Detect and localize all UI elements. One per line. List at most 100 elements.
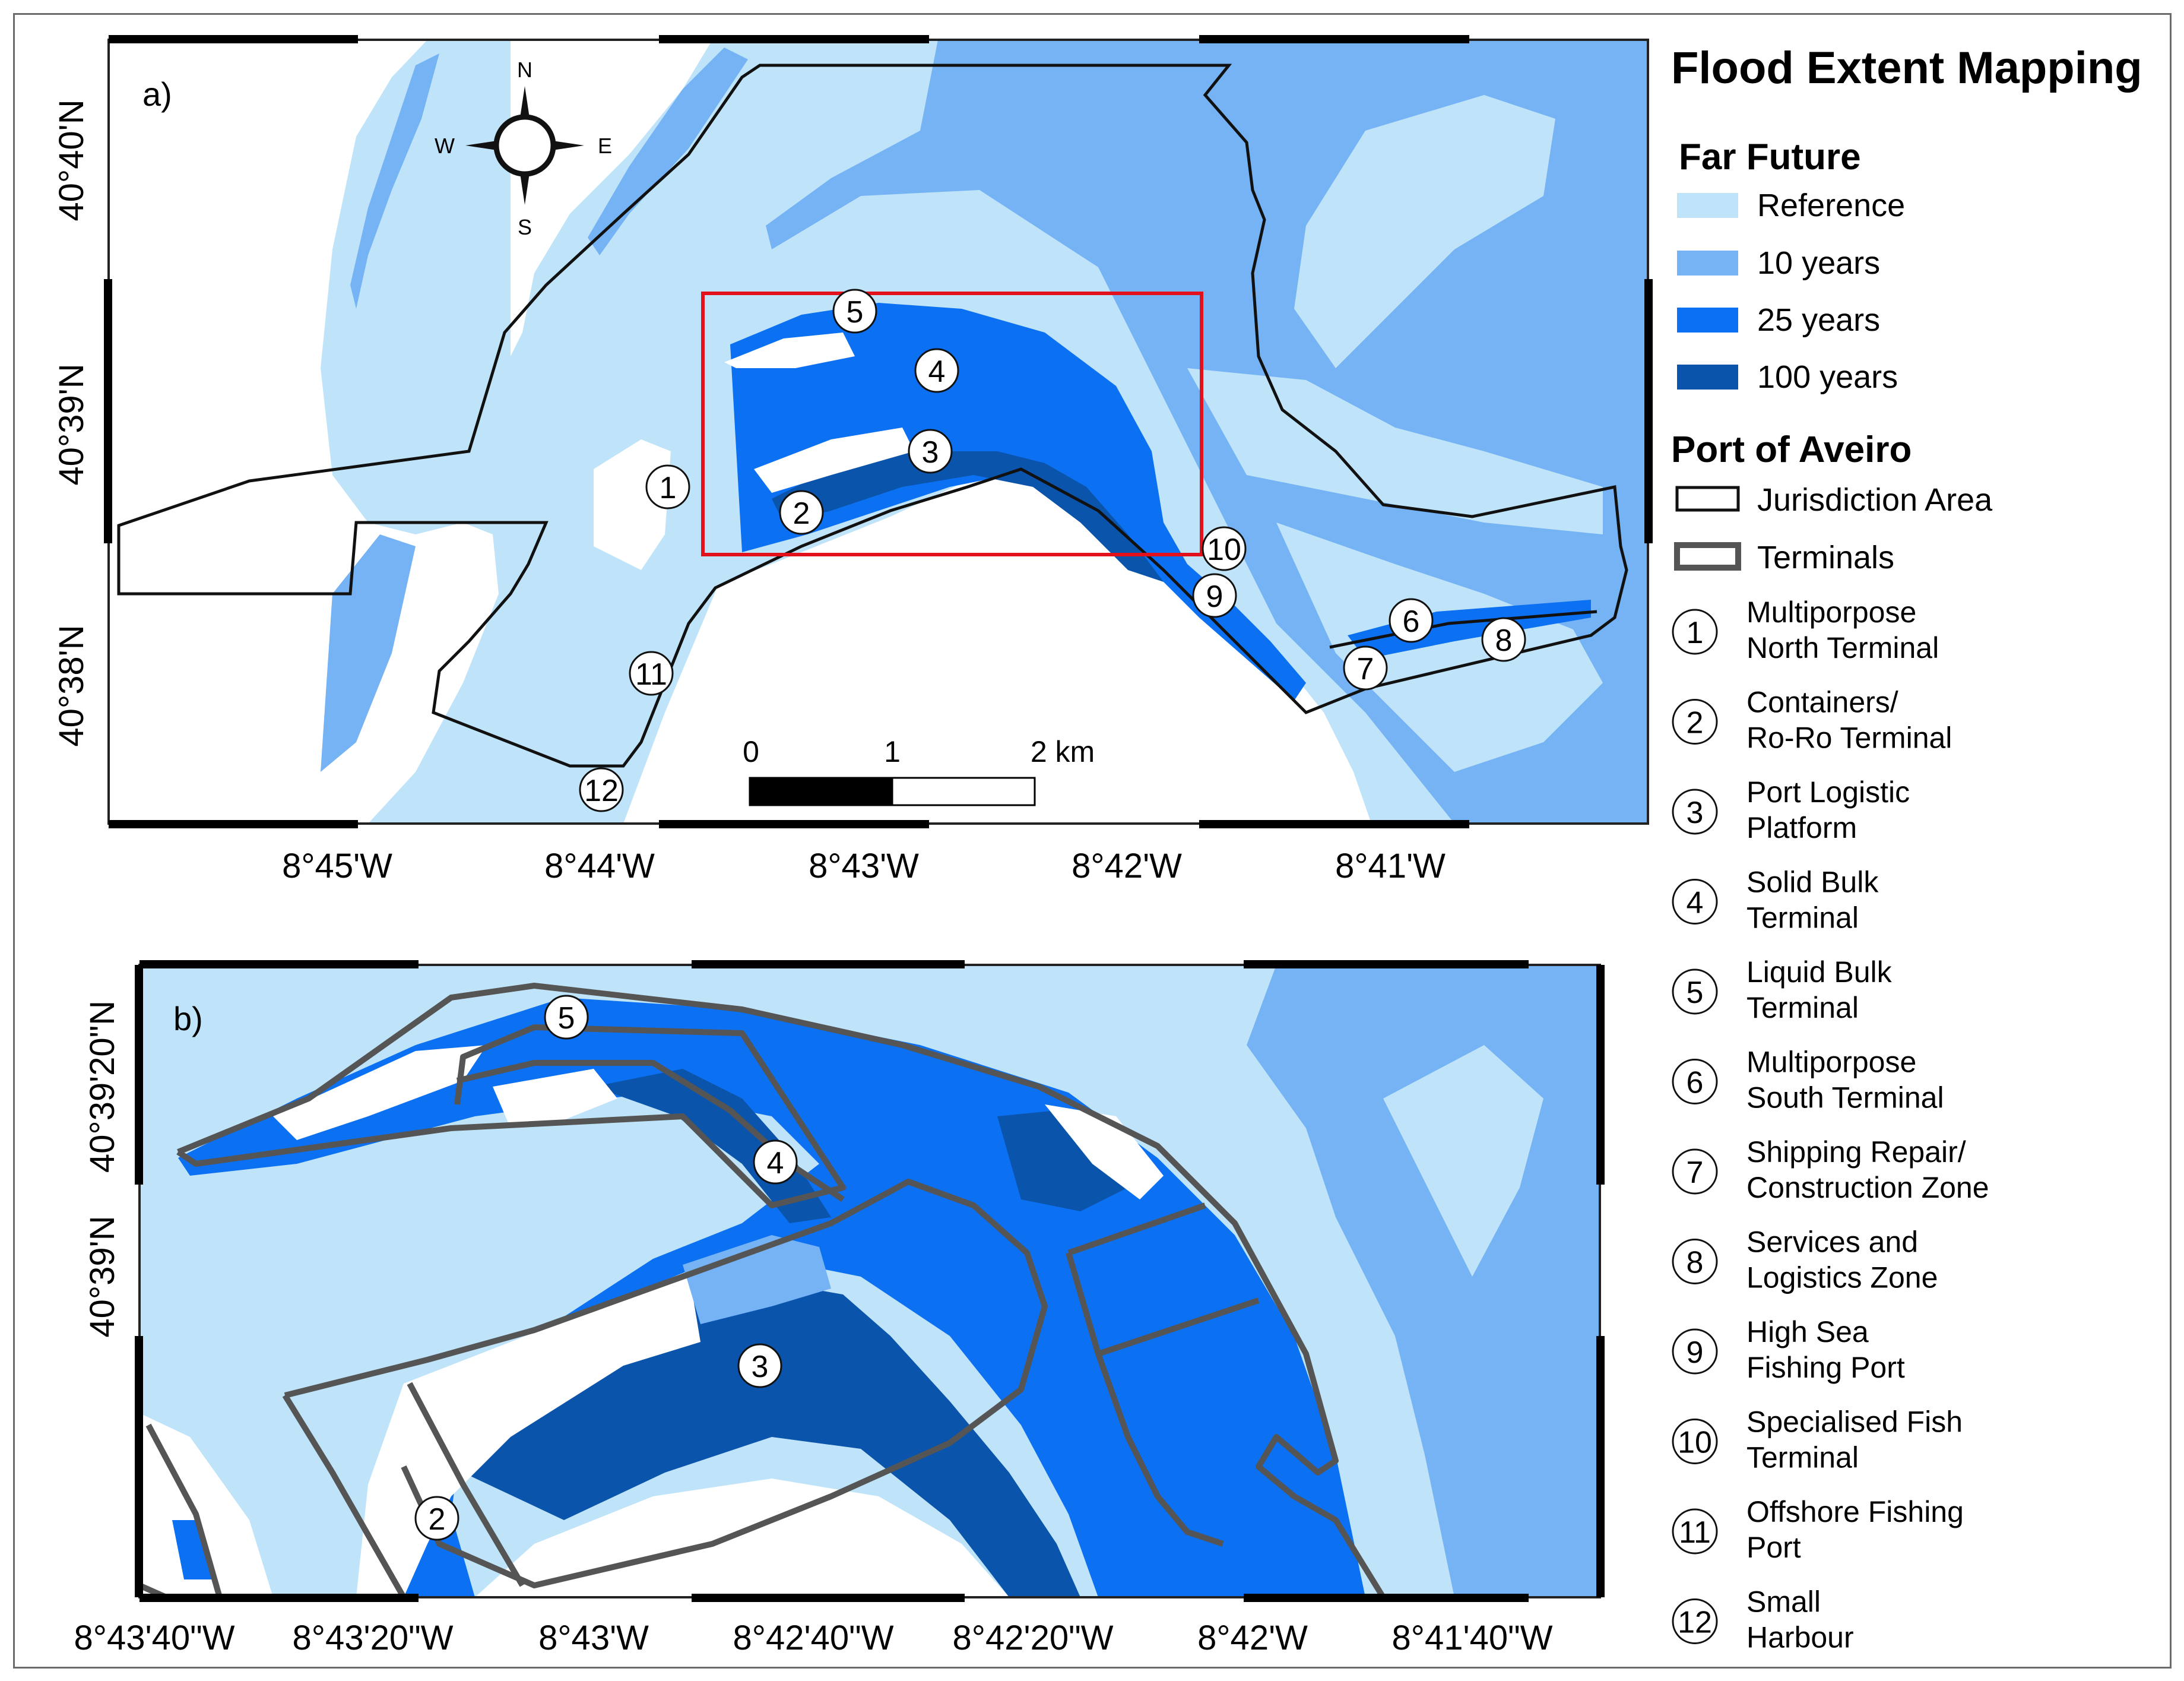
- terminal-number: 1: [1687, 616, 1704, 650]
- terminal-number: 6: [1687, 1066, 1704, 1100]
- panel-a-map: a) N S E W 0 1 2 km 1 2 3 4 5: [52, 35, 1653, 885]
- terminal-number: 10: [1678, 1426, 1712, 1460]
- svg-text:1: 1: [660, 471, 677, 505]
- lon-label-8-41: 8°41'W: [1335, 847, 1446, 885]
- panel-b-north-100yr: [594, 1069, 831, 1223]
- marker-9: 9: [1192, 573, 1237, 618]
- east-reference-patches-2: [1187, 368, 1603, 534]
- terminal-label-line2: North Terminal: [1746, 631, 1939, 664]
- lon-label-8-42-20: 8°42'20"W: [953, 1619, 1114, 1657]
- northern-land: [511, 40, 712, 356]
- terminal-label-line1: Specialised Fish: [1746, 1405, 1963, 1439]
- lon-label-8-43: 8°43'W: [809, 847, 919, 885]
- panel-a-markers: 1 2 3 4 5 6 7 8 9 10 11 12: [579, 289, 1526, 812]
- figure-frame: [13, 13, 2172, 1669]
- panel-b-land-north: [273, 1045, 487, 1140]
- legend-terminal-2: 2 Containers/Ro-Ro Terminal: [1672, 686, 1952, 755]
- terminal-number: 7: [1687, 1156, 1704, 1190]
- marker-10: 10: [1202, 526, 1247, 571]
- terminal-label-line2: Logistics Zone: [1746, 1261, 1938, 1294]
- legend-port-title: Port of Aveiro: [1671, 429, 1912, 470]
- panel-b-land-t3: [356, 1271, 700, 1597]
- svg-text:11: 11: [635, 657, 667, 692]
- terminal-label-line2: Terminal: [1746, 901, 1859, 935]
- southeast-jurisdiction: [1329, 610, 1597, 649]
- terminal-number: 2: [1687, 706, 1704, 740]
- svg-text:10: 10: [1207, 533, 1241, 567]
- terminal-label-line1: Services and: [1746, 1226, 1918, 1259]
- terminal-label-line1: High Sea: [1746, 1315, 1869, 1348]
- terminal-number-badge: [1672, 609, 1718, 655]
- scale-tick-0: 0: [743, 735, 759, 768]
- svg-text:Reference: Reference: [1757, 188, 1905, 223]
- marker-3: 3: [908, 429, 953, 474]
- north-arrow-icon: N S E W: [435, 58, 612, 239]
- port-flood-25yr: [730, 303, 1306, 701]
- lon-label-8-42-40: 8°42'40"W: [733, 1619, 894, 1657]
- legend-item-terminals: Terminals: [1674, 540, 1894, 575]
- lon-label-8-43-b: 8°43'W: [538, 1619, 649, 1657]
- legend-terminal-7: 7 Shipping Repair/Construction Zone: [1672, 1135, 1989, 1204]
- marker-12: 12: [579, 767, 624, 812]
- twentyfive-years-swatch: [1677, 308, 1738, 333]
- west-flood-10yr-strip: [350, 53, 439, 309]
- terminal-number-badge: [1672, 968, 1718, 1015]
- containers-terminal-outline: [282, 1382, 525, 1599]
- svg-text:2: 2: [429, 1502, 446, 1537]
- scale-bar: 0 1 2 km: [743, 735, 1095, 806]
- logistics-platform-outline: [284, 1179, 1048, 1588]
- svg-text:5: 5: [847, 295, 864, 330]
- terminal-label-line1: Multiporpose: [1746, 1046, 1916, 1079]
- ten-years-swatch: [1677, 251, 1738, 276]
- terminal-label-line2: Terminal: [1746, 1441, 1859, 1474]
- marker-b-2: 2: [414, 1496, 459, 1541]
- marker-b-3: 3: [737, 1343, 782, 1388]
- panel-a-lon-labels: 8°45'W 8°44'W 8°43'W 8°42'W 8°41'W: [282, 847, 1446, 885]
- marker-5: 5: [832, 289, 877, 334]
- jetty-west-outline: [176, 1024, 846, 1208]
- terminal-number: 3: [1687, 796, 1704, 830]
- svg-text:10 years: 10 years: [1757, 245, 1880, 281]
- terminal-number: 4: [1687, 886, 1704, 920]
- terminal-number-badge: [1672, 1328, 1718, 1375]
- terminal-number: 5: [1687, 976, 1704, 1010]
- svg-text:25 years: 25 years: [1757, 302, 1880, 338]
- southern-land: [623, 469, 1371, 824]
- legend-item-25-years: 25 years: [1677, 302, 1880, 338]
- marker-8: 8: [1481, 617, 1526, 662]
- panel-a-neatline-ticks: [104, 35, 1653, 828]
- terminal-label-line2: Terminal: [1746, 991, 1859, 1024]
- terminal-label-line2: Ro-Ro Terminal: [1746, 721, 1952, 755]
- marker-1: 1: [645, 464, 690, 509]
- lat-label-40-40: 40°40'N: [52, 99, 91, 221]
- svg-text:2: 2: [793, 496, 810, 531]
- terminal-label-line2: Fishing Port: [1746, 1351, 1905, 1384]
- terminal-label-line2: South Terminal: [1746, 1081, 1944, 1115]
- hundred-years-swatch: [1677, 365, 1738, 390]
- legend-item-10-years: 10 years: [1677, 245, 1880, 281]
- lon-label-8-43-20: 8°43'20"W: [293, 1619, 454, 1657]
- svg-text:3: 3: [922, 435, 939, 470]
- southeast-flood-25yr: [1348, 600, 1591, 659]
- svg-text:12: 12: [584, 774, 619, 808]
- terminal-number-badge: [1672, 1419, 1718, 1464]
- terminal-label-line1: Offshore Fishing: [1746, 1495, 1964, 1528]
- lon-label-8-42-b: 8°42'W: [1197, 1619, 1308, 1657]
- terminal-number: 8: [1687, 1246, 1704, 1280]
- lon-label-8-42: 8°42'W: [1072, 847, 1182, 885]
- terminal-label-line1: Liquid Bulk: [1746, 955, 1893, 989]
- port-land-terminal3: [754, 428, 914, 493]
- terminal-label-line1: Multiporpose: [1746, 596, 1916, 629]
- panel-b-southwest-flood: [172, 1520, 214, 1579]
- terminal-label-line1: Shipping Repair/: [1746, 1135, 1966, 1169]
- east-reference-patches: [1294, 95, 1555, 368]
- compass-w-label: W: [435, 134, 455, 158]
- legend-item-100-years: 100 years: [1677, 359, 1898, 395]
- marker-6: 6: [1389, 598, 1434, 643]
- panel-b-east-reference-strip: [1383, 1045, 1543, 1277]
